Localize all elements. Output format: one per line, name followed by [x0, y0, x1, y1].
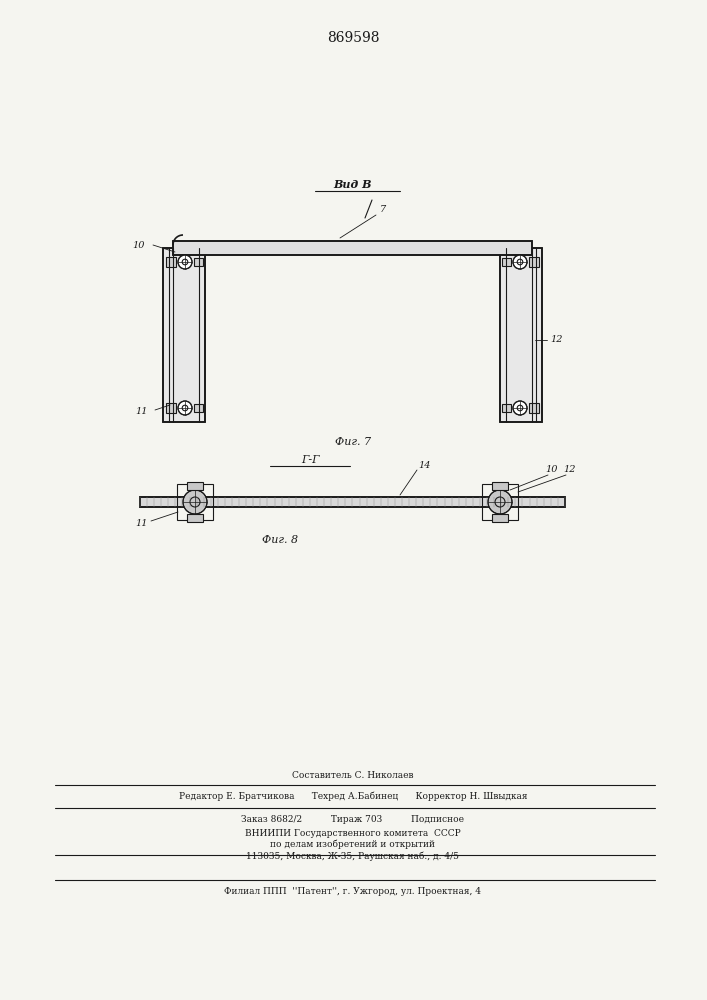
Text: Г-Г: Г-Г: [300, 455, 320, 465]
Bar: [502, 258, 511, 266]
Bar: [502, 404, 511, 412]
Bar: [529, 403, 539, 413]
Bar: [187, 514, 203, 522]
Circle shape: [183, 490, 207, 514]
Bar: [187, 482, 203, 490]
Text: 11: 11: [136, 520, 148, 528]
Bar: [482, 484, 518, 520]
Bar: [166, 257, 176, 267]
Bar: [140, 497, 565, 507]
Bar: [163, 248, 205, 422]
Bar: [529, 257, 539, 267]
Text: Филиал ППП  ''Патент'', г. Ужгород, ул. Проектная, 4: Филиал ППП ''Патент'', г. Ужгород, ул. П…: [225, 888, 481, 896]
Bar: [194, 404, 203, 412]
Text: 10: 10: [545, 466, 558, 475]
Text: 12: 12: [550, 336, 563, 344]
Text: Фиг. 8: Фиг. 8: [262, 535, 298, 545]
Bar: [194, 258, 203, 266]
Text: Вид В: Вид В: [334, 180, 373, 190]
Bar: [492, 514, 508, 522]
Text: по делам изобретений и открытий: по делам изобретений и открытий: [271, 839, 436, 849]
Text: 869598: 869598: [327, 31, 379, 45]
Bar: [163, 248, 205, 422]
Text: 113035, Москва, Ж-35, Раушская наб., д. 4/5: 113035, Москва, Ж-35, Раушская наб., д. …: [247, 851, 460, 861]
Circle shape: [513, 255, 527, 269]
Bar: [140, 497, 565, 507]
Bar: [500, 248, 542, 422]
Bar: [173, 241, 532, 255]
Text: 14: 14: [418, 460, 431, 470]
Text: Редактор Е. Братчикова      Техред А.Бабинец      Корректор Н. Швыдкая: Редактор Е. Братчикова Техред А.Бабинец …: [179, 791, 527, 801]
Bar: [173, 241, 532, 255]
Circle shape: [488, 490, 512, 514]
Text: 7: 7: [380, 206, 386, 215]
Bar: [492, 482, 508, 490]
Bar: [500, 248, 542, 422]
Text: 10: 10: [132, 240, 145, 249]
Circle shape: [513, 401, 527, 415]
Text: Составитель С. Николаев: Составитель С. Николаев: [292, 770, 414, 780]
Circle shape: [178, 255, 192, 269]
Text: 12: 12: [563, 466, 575, 475]
Text: Заказ 8682/2          Тираж 703          Подписное: Заказ 8682/2 Тираж 703 Подписное: [242, 816, 464, 824]
Bar: [166, 403, 176, 413]
Bar: [177, 484, 213, 520]
Circle shape: [178, 401, 192, 415]
Text: Фиг. 7: Фиг. 7: [335, 437, 371, 447]
Text: 11: 11: [136, 408, 148, 416]
Text: ВНИИПИ Государственного комитета  СССР: ВНИИПИ Государственного комитета СССР: [245, 828, 461, 838]
